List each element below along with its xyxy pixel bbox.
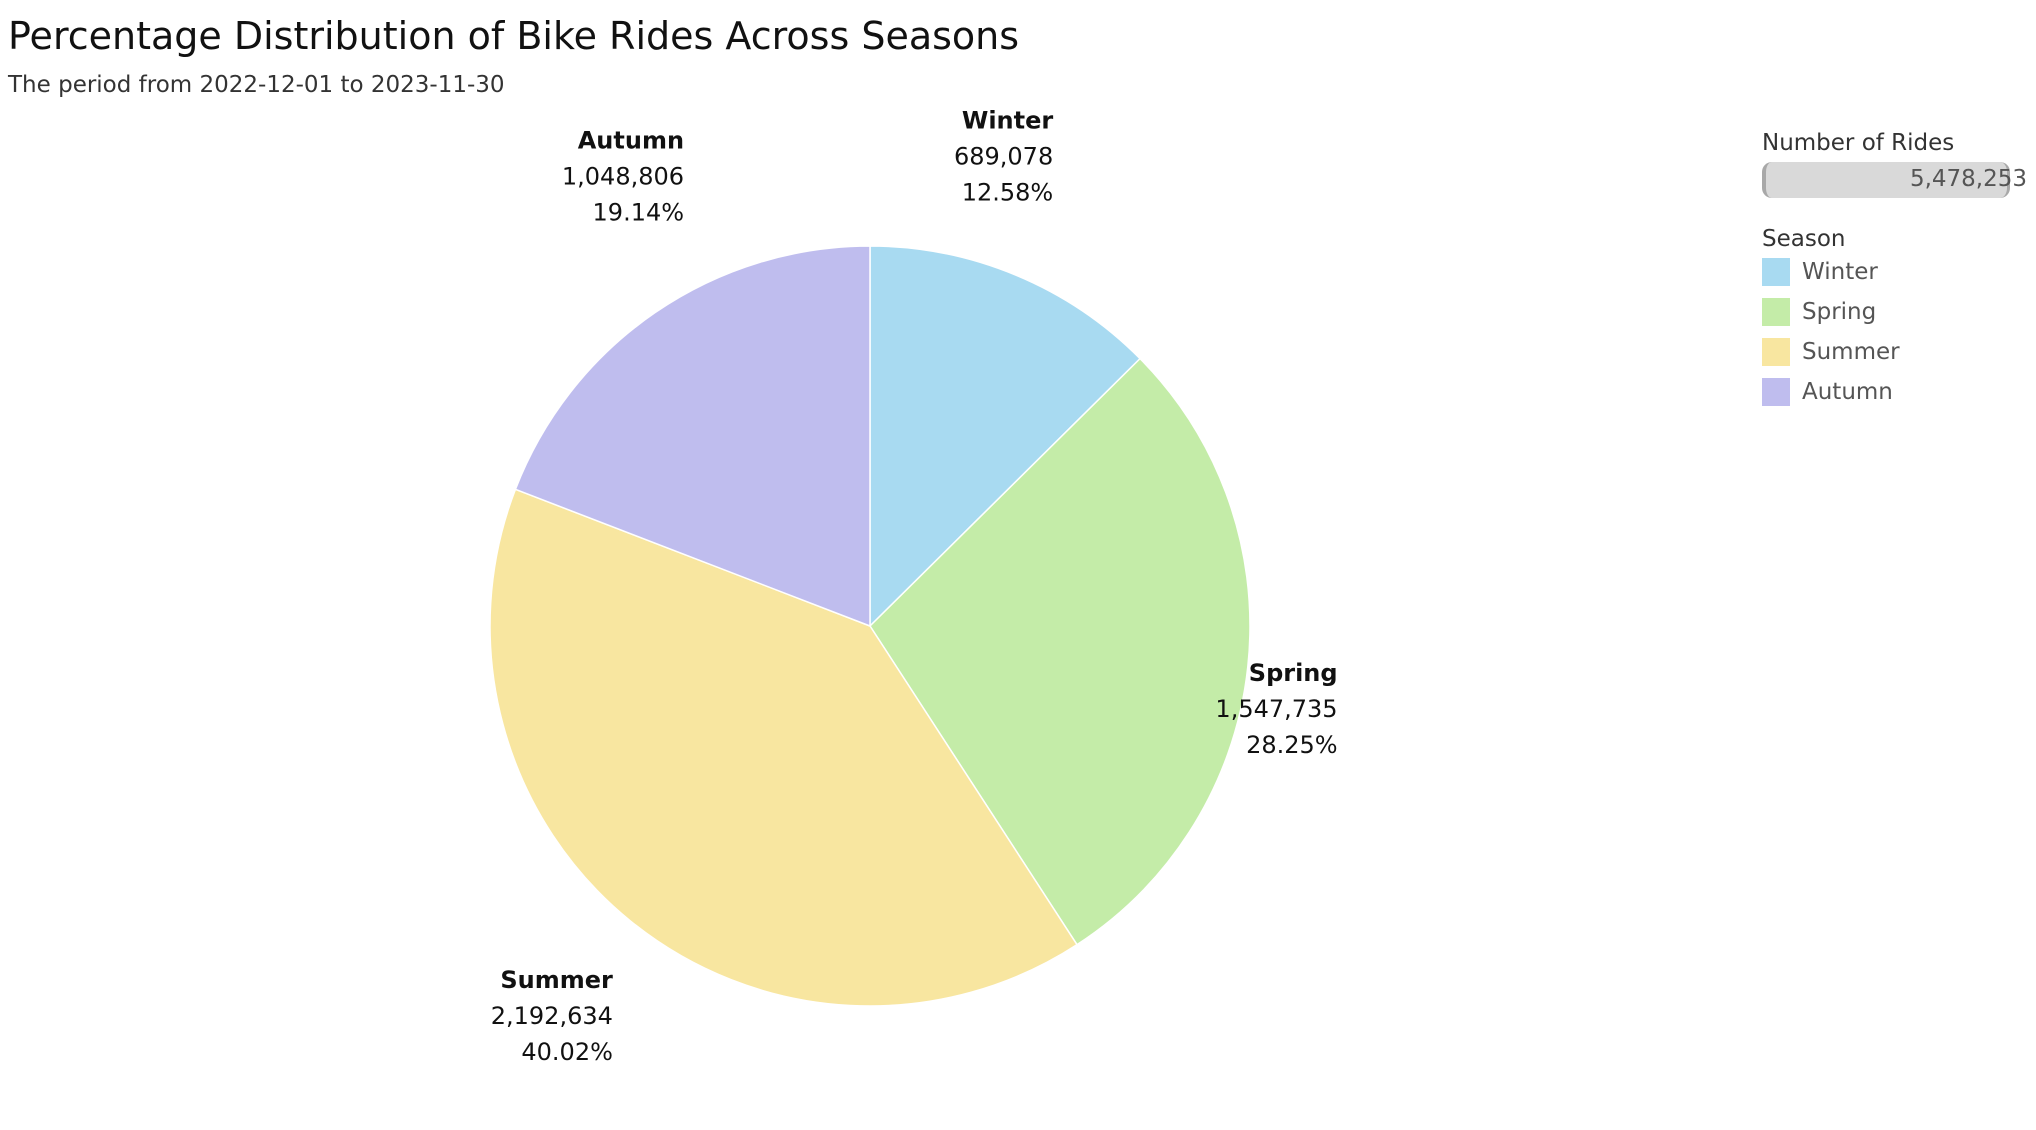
pie-slice-summer[interactable] (489, 488, 1079, 1007)
size-legend-bar: 5,478,253 (1762, 162, 2027, 198)
slice-label-name-winter: Winter (962, 107, 1054, 135)
slice-label-percent-spring: 28.25% (1246, 731, 1338, 759)
legend-swatch-autumn (1762, 378, 1790, 406)
slice-label-percent-winter: 12.58% (962, 179, 1054, 207)
legend-label-winter: Winter (1802, 259, 1878, 285)
chart-subtitle: The period from 2022-12-01 to 2023-11-30 (8, 72, 505, 98)
slice-label-name-summer: Summer (500, 966, 613, 994)
legend-label-spring: Spring (1802, 299, 1877, 325)
slice-label-percent-summer: 40.02% (521, 1038, 613, 1066)
slice-label-name-autumn: Autumn (578, 126, 684, 154)
size-legend-value: 5,478,253 (1909, 166, 2027, 192)
legend-swatch-winter (1762, 258, 1790, 286)
legend-item-summer[interactable]: Summer (1762, 332, 2032, 372)
legend-label-summer: Summer (1802, 339, 1900, 365)
pie-slice-spring[interactable] (869, 357, 1251, 946)
legend-item-spring[interactable]: Spring (1762, 292, 2032, 332)
slice-label-value-autumn: 1,048,806 (562, 162, 684, 190)
chart-title: Percentage Distribution of Bike Rides Ac… (8, 14, 1020, 58)
legend-item-autumn[interactable]: Autumn (1762, 372, 2032, 412)
slice-label-value-spring: 1,547,735 (1215, 695, 1337, 723)
size-legend-title: Number of Rides (1762, 130, 1955, 156)
pie-labels: Winter 689,078 12.58% Spring 1,547,735 28.25%… (491, 107, 1338, 1066)
slice-label-percent-autumn: 19.14% (593, 198, 685, 226)
legend-item-winter[interactable]: Winter (1762, 252, 2032, 292)
slice-label-value-winter: 689,078 (954, 143, 1053, 171)
pie-slice-autumn[interactable] (514, 245, 871, 628)
slice-label-name-spring: Spring (1249, 659, 1338, 687)
legend-swatch-spring (1762, 298, 1790, 326)
legend-label-autumn: Autumn (1802, 379, 1893, 405)
legend-panel: Number of Rides 5,478,253 Season Winter … (1762, 130, 2032, 412)
legend-swatch-summer (1762, 338, 1790, 366)
color-legend-title: Season (1762, 226, 1846, 252)
pie-slice-winter[interactable] (869, 245, 1142, 628)
pie-slices (489, 245, 1251, 1007)
slice-label-value-summer: 2,192,634 (491, 1002, 613, 1030)
